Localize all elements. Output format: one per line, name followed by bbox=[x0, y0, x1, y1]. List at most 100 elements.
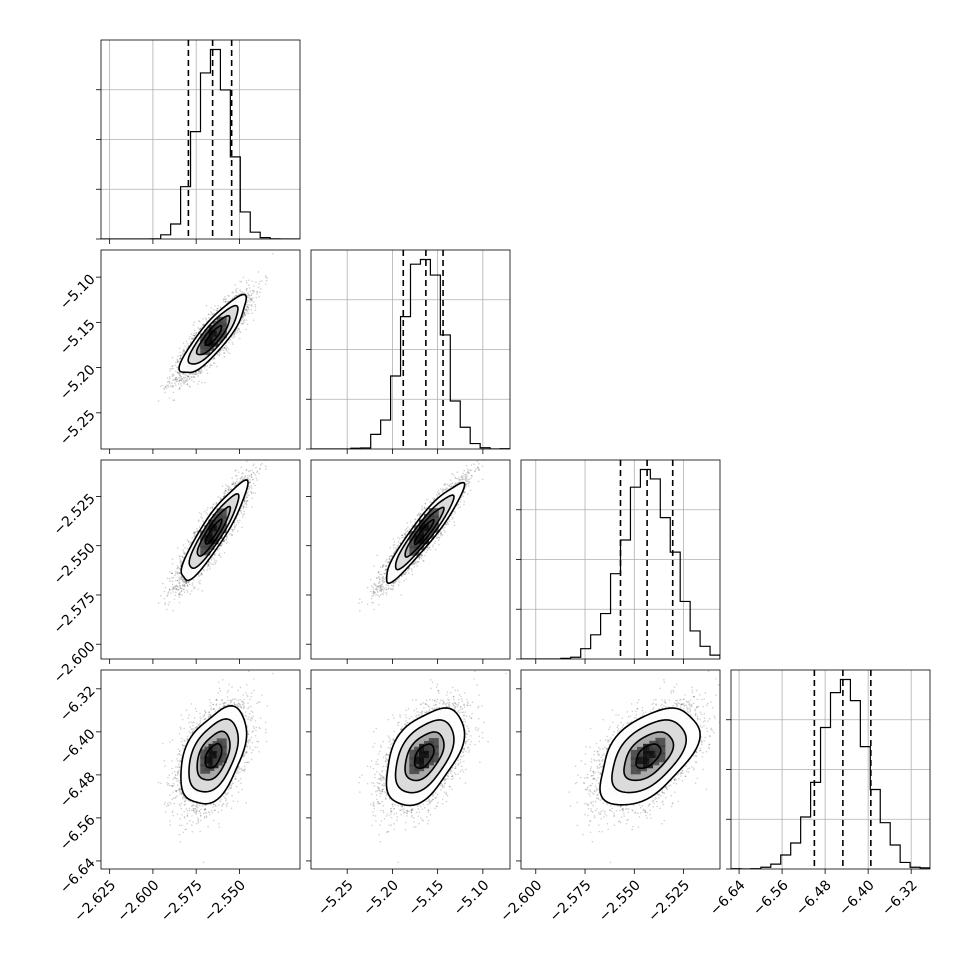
sample-point bbox=[185, 582, 188, 584]
sample-point bbox=[190, 337, 193, 340]
sample-point bbox=[202, 324, 204, 326]
sample-point bbox=[178, 578, 181, 581]
sample-point bbox=[200, 573, 203, 575]
sample-point bbox=[198, 320, 200, 322]
sample-point bbox=[163, 388, 166, 390]
sample-point bbox=[177, 361, 179, 363]
sample-point bbox=[215, 309, 218, 311]
sample-point bbox=[179, 375, 182, 378]
sample-point bbox=[175, 380, 177, 382]
sample-point bbox=[247, 293, 250, 295]
sample-point bbox=[165, 384, 168, 387]
sample-point bbox=[233, 521, 236, 524]
sample-point bbox=[177, 360, 179, 363]
sample-point bbox=[192, 324, 195, 326]
sample-point bbox=[180, 379, 183, 382]
sample-point bbox=[176, 360, 179, 363]
sample-point bbox=[233, 296, 236, 298]
sample-point bbox=[157, 400, 160, 402]
sample-point bbox=[182, 349, 185, 351]
histogram-panel-1 bbox=[306, 249, 511, 454]
sample-point bbox=[198, 320, 201, 323]
sample-point bbox=[175, 588, 178, 591]
sample-point bbox=[246, 306, 248, 309]
sample-point bbox=[182, 376, 185, 379]
sample-point bbox=[173, 378, 175, 381]
sample-point bbox=[191, 376, 193, 379]
sample-point bbox=[217, 353, 219, 356]
contour-line-2 bbox=[187, 304, 239, 365]
sample-point bbox=[182, 381, 185, 384]
contour-line-1 bbox=[195, 314, 231, 356]
sample-point bbox=[178, 357, 181, 360]
sample-point bbox=[245, 309, 247, 312]
sample-point bbox=[219, 306, 222, 309]
histogram-panel-0 bbox=[96, 39, 301, 244]
sample-point bbox=[193, 334, 196, 337]
sample-point bbox=[250, 474, 253, 476]
sample-point bbox=[192, 375, 195, 378]
sample-point bbox=[215, 501, 218, 504]
sample-point bbox=[168, 382, 171, 385]
sample-point bbox=[229, 339, 232, 341]
sample-point bbox=[178, 372, 181, 375]
sample-point bbox=[246, 288, 248, 290]
sample-point bbox=[246, 308, 248, 311]
sample-point bbox=[209, 363, 212, 366]
sample-point bbox=[182, 551, 185, 553]
sample-point bbox=[193, 334, 195, 336]
sample-point bbox=[236, 329, 238, 332]
sample-point bbox=[179, 355, 181, 357]
sample-point bbox=[212, 313, 214, 315]
sample-point bbox=[247, 284, 250, 286]
sample-point bbox=[224, 300, 227, 303]
sample-point bbox=[176, 572, 179, 574]
sample-point bbox=[176, 358, 178, 361]
sample-point bbox=[242, 322, 244, 325]
sample-point bbox=[198, 370, 200, 373]
sample-point bbox=[241, 322, 243, 325]
sample-point bbox=[249, 300, 251, 302]
sample-point bbox=[249, 478, 251, 481]
sample-point bbox=[205, 318, 208, 321]
sample-point bbox=[247, 299, 249, 302]
sample-point bbox=[228, 295, 230, 297]
sample-point bbox=[206, 372, 209, 375]
sample-point bbox=[214, 305, 216, 307]
sample-point bbox=[213, 357, 215, 360]
sample-point bbox=[177, 572, 179, 575]
sample-point bbox=[209, 562, 212, 564]
sample-point bbox=[250, 298, 252, 300]
sample-point bbox=[245, 279, 248, 282]
sample-point bbox=[176, 371, 179, 373]
sample-point bbox=[249, 481, 251, 484]
sample-point bbox=[233, 333, 236, 336]
sample-point bbox=[179, 572, 181, 575]
sample-point bbox=[223, 355, 226, 358]
sample-point bbox=[247, 296, 249, 299]
sample-point bbox=[180, 377, 183, 380]
sample-point bbox=[244, 308, 247, 311]
sample-point bbox=[185, 380, 188, 383]
sample-point bbox=[237, 331, 239, 333]
sample-point bbox=[232, 297, 234, 299]
sample-point bbox=[169, 370, 171, 372]
sample-point bbox=[203, 367, 206, 369]
sample-point bbox=[250, 303, 253, 306]
sample-point bbox=[219, 353, 221, 356]
sample-point bbox=[261, 280, 263, 282]
sample-point bbox=[172, 374, 175, 377]
sample-point bbox=[218, 351, 220, 354]
sample-point bbox=[190, 333, 193, 336]
sample-point bbox=[208, 316, 210, 319]
sample-point bbox=[234, 284, 237, 286]
sample-point bbox=[247, 294, 249, 297]
sample-point bbox=[184, 376, 187, 379]
sample-point bbox=[199, 327, 202, 330]
sample-point bbox=[248, 287, 251, 289]
sample-point bbox=[251, 297, 254, 299]
sample-point bbox=[244, 313, 246, 316]
sample-point bbox=[176, 371, 179, 374]
sample-point bbox=[179, 374, 181, 377]
sample-point bbox=[183, 381, 186, 384]
